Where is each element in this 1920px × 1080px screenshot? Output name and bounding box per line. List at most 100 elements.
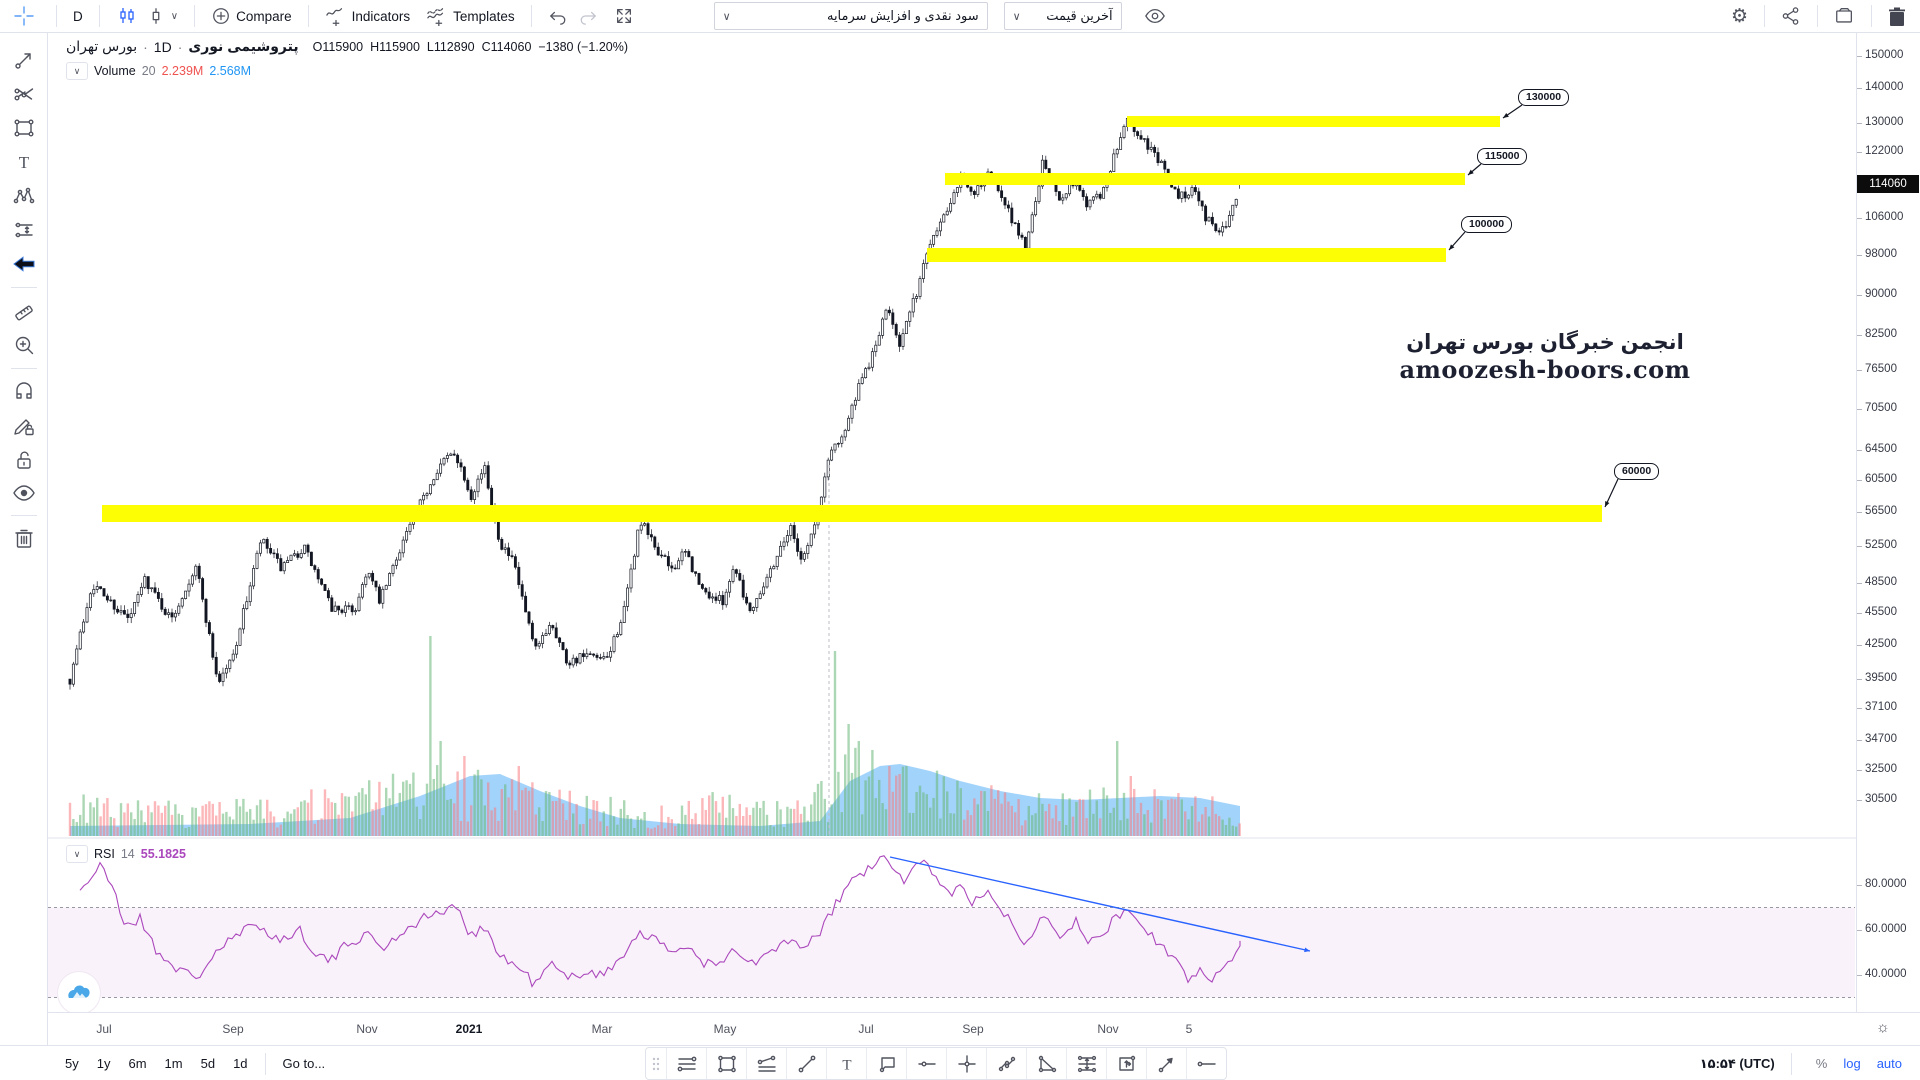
rectangle-tool-icon[interactable] xyxy=(13,117,35,139)
fib-box-tool[interactable] xyxy=(1106,1048,1146,1079)
share-button[interactable] xyxy=(1773,2,1809,30)
redo-button[interactable] xyxy=(576,2,606,30)
clock[interactable]: ۱۵:۵۴ (UTC) xyxy=(1699,1055,1775,1071)
chart-style-button[interactable] xyxy=(108,2,146,30)
theme-sun-icon[interactable]: ☼ xyxy=(1876,1019,1890,1036)
drag-handle[interactable] xyxy=(646,1048,666,1079)
range-button-1m[interactable]: 1m xyxy=(164,1056,183,1071)
unlock-icon[interactable] xyxy=(13,449,35,471)
rsi-line xyxy=(79,855,1241,988)
auto-scale-button[interactable]: auto xyxy=(1876,1056,1902,1071)
hide-drawings-eye-icon[interactable] xyxy=(12,483,36,503)
time-tick: Sep xyxy=(222,1022,244,1036)
watermark-line2: amoozesh-boors.com xyxy=(1399,355,1691,384)
cross-line-tool[interactable] xyxy=(946,1048,986,1079)
price-tick: 82500 xyxy=(1857,328,1897,341)
remove-drawings-trash-icon[interactable] xyxy=(14,528,34,549)
legend-interval: 1D xyxy=(153,38,172,55)
band-label-100000[interactable]: 100000 xyxy=(1461,216,1513,233)
fullscreen-button[interactable] xyxy=(606,2,642,30)
trend-line-tool[interactable] xyxy=(786,1048,826,1079)
price-band-100000[interactable] xyxy=(927,248,1446,262)
pitchfork-tool-icon[interactable] xyxy=(13,83,35,105)
range-button-6m[interactable]: 6m xyxy=(128,1056,147,1071)
price-mode-dropdown[interactable]: ∨ آخرین قیمت xyxy=(1003,2,1122,30)
price-tick: 106000 xyxy=(1856,211,1904,224)
rsi-tick: 60.0000 xyxy=(1857,923,1907,935)
magnet-icon[interactable] xyxy=(13,381,35,403)
chevron-down-icon: ∨ xyxy=(1012,10,1021,23)
parallel-lines-tool[interactable] xyxy=(666,1048,706,1079)
snapshot-button[interactable] xyxy=(1826,2,1863,30)
price-tick: 30500 xyxy=(1857,792,1897,805)
zoom-in-icon[interactable] xyxy=(13,334,35,356)
range-button-5d[interactable]: 5d xyxy=(200,1056,216,1071)
parallel-segments-tool[interactable] xyxy=(986,1048,1026,1079)
app-logo xyxy=(58,972,100,1014)
cloud-mountain-logo-icon xyxy=(68,985,90,998)
time-axis[interactable]: Jul Sep Nov 2021 Mar May Jul Sep Nov 5 xyxy=(0,1012,1920,1046)
interval-button[interactable]: D xyxy=(73,8,83,24)
price-band-115000[interactable] xyxy=(945,173,1465,185)
arrow-marker-tool[interactable] xyxy=(1146,1048,1186,1079)
ruler-icon[interactable] xyxy=(13,300,35,322)
band-label-130000[interactable]: 130000 xyxy=(1518,89,1570,106)
chart-style-alt-button[interactable]: ∨ xyxy=(146,2,186,30)
callout-tool[interactable] xyxy=(866,1048,906,1079)
time-tick: Jul xyxy=(858,1022,874,1036)
rectangle-tool[interactable] xyxy=(706,1048,746,1079)
settings-button[interactable]: ⚙ xyxy=(1723,2,1756,30)
percent-scale-button[interactable]: % xyxy=(1815,1056,1828,1071)
last-price-label: 114060 xyxy=(1857,174,1919,193)
fib-retracement-icon[interactable] xyxy=(13,219,35,241)
undo-button[interactable] xyxy=(540,2,576,30)
goto-button[interactable]: Go to... xyxy=(282,1056,326,1071)
visibility-button[interactable] xyxy=(1136,2,1174,30)
crosshair-tool[interactable] xyxy=(0,5,48,27)
fib-retracement-tool[interactable] xyxy=(1066,1048,1106,1079)
range-button-1y[interactable]: 1y xyxy=(96,1056,111,1071)
compare-button[interactable]: Compare xyxy=(203,2,300,30)
price-tick: 60500 xyxy=(1857,473,1897,486)
price-axis[interactable]: 150000 140000 130000 122000 106000 98000 90000… xyxy=(1856,33,1920,1012)
black-arrow-marker-icon[interactable] xyxy=(12,253,36,275)
text-tool[interactable]: T xyxy=(826,1048,866,1079)
band-label-60000[interactable]: 60000 xyxy=(1614,463,1660,480)
text-tool-icon[interactable]: T xyxy=(13,151,35,173)
xabcd-pattern-icon[interactable] xyxy=(13,185,35,207)
delete-button[interactable] xyxy=(1880,2,1914,30)
range-button-5y[interactable]: 5y xyxy=(65,1056,79,1071)
candle-alt-icon xyxy=(152,8,160,24)
range-button-1d[interactable]: 1d xyxy=(233,1056,248,1071)
horizontal-ray-tool[interactable] xyxy=(906,1048,946,1079)
legend-exchange: بورس تهران xyxy=(66,38,138,54)
drawing-lock-icon[interactable] xyxy=(13,415,35,437)
log-scale-button[interactable]: log xyxy=(1843,1056,1861,1071)
time-tick: Jul xyxy=(96,1022,112,1036)
legend-ohlc: O115900 H115900 L112890 C114060 −1380 (−… xyxy=(312,39,629,54)
trend-arrow-tool-icon[interactable] xyxy=(13,49,35,71)
band-label-115000[interactable]: 115000 xyxy=(1477,148,1528,165)
volume-legend-name: Volume xyxy=(94,64,136,78)
volume-legend[interactable]: ∨ Volume 20 2.239M 2.568M xyxy=(66,62,251,80)
watermark: انجمن خبرگان بورس تهران amoozesh-boors.c… xyxy=(1390,330,1700,384)
price-band-60000[interactable] xyxy=(102,505,1602,522)
price-tick: 34700 xyxy=(1857,732,1897,745)
price-tick: 52500 xyxy=(1857,539,1897,552)
chevron-down-icon[interactable]: ∨ xyxy=(66,62,88,80)
chevron-down-icon[interactable]: ∨ xyxy=(66,845,88,863)
adjustments-dropdown[interactable]: ∨ سود نقدی و افزایش سرمایه xyxy=(713,2,988,30)
triangle-pattern-tool[interactable] xyxy=(1026,1048,1066,1079)
symbol-legend[interactable]: بورس تهران · 1D · پتروشیمی نوری O115900 … xyxy=(66,38,629,55)
horizontal-line-tool[interactable] xyxy=(1186,1048,1226,1079)
rsi-legend[interactable]: ∨ RSI 14 55.1825 xyxy=(66,845,186,863)
time-tick: Nov xyxy=(1097,1022,1119,1036)
price-band-130000[interactable] xyxy=(1127,116,1500,127)
candle-series xyxy=(68,117,1242,690)
indicators-button[interactable]: Indicators xyxy=(317,2,419,30)
price-tick: 122000 xyxy=(1856,145,1904,158)
templates-button[interactable]: Templates xyxy=(418,2,523,30)
disjoint-channel-tool[interactable] xyxy=(746,1048,786,1079)
snapshot-icon xyxy=(1836,8,1852,23)
